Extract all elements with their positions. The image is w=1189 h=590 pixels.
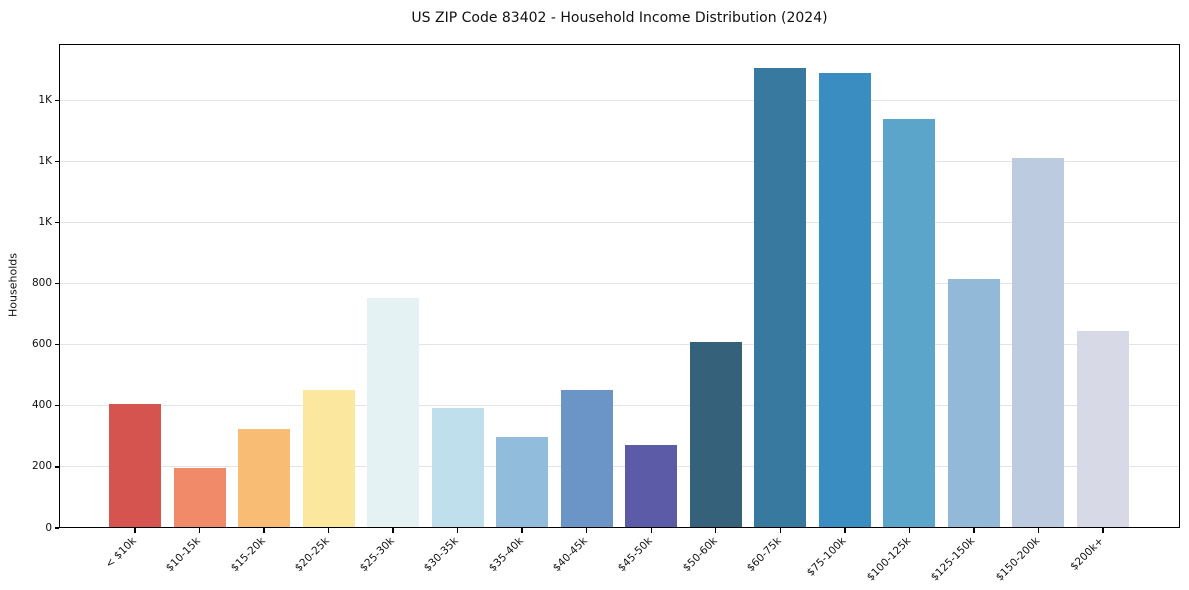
x-tick-mark	[1102, 528, 1104, 533]
y-tick-label: 1K	[38, 93, 52, 106]
gridline	[59, 466, 1180, 468]
x-tick-label: $30-35k	[422, 535, 462, 575]
x-tick-label: $125-150k	[928, 535, 978, 584]
bar-3	[238, 429, 291, 528]
x-tick-mark	[392, 528, 394, 533]
y-tick-mark	[54, 221, 59, 224]
x-tick-mark	[973, 528, 975, 533]
x-tick-mark	[779, 528, 781, 533]
y-tick-mark	[54, 466, 59, 468]
plot-area	[59, 44, 1180, 528]
x-tick-label: $100-125k	[864, 535, 913, 584]
bar-12	[818, 73, 871, 528]
x-tick-label: $45-50k	[615, 535, 655, 575]
bar-16	[1076, 330, 1129, 528]
gridline	[59, 405, 1180, 407]
bar-14	[947, 279, 1000, 528]
y-tick-mark	[54, 344, 59, 346]
y-tick-label: 400	[31, 399, 52, 412]
y-tick-mark	[54, 282, 59, 285]
x-tick-mark	[908, 528, 911, 533]
x-tick-mark	[134, 528, 136, 533]
bar-1	[109, 404, 161, 528]
x-tick-mark	[521, 528, 523, 533]
y-tick-mark	[54, 527, 59, 529]
bar-11	[754, 67, 807, 528]
y-tick-mark	[54, 99, 59, 102]
bar-8	[560, 389, 613, 528]
x-tick-label: < $10k	[102, 535, 139, 571]
y-tick-mark	[54, 405, 59, 407]
x-tick-mark	[844, 528, 846, 533]
x-tick-label: $35-40k	[486, 535, 526, 575]
gridline	[59, 222, 1180, 224]
x-tick-label: $50-60k	[680, 535, 720, 575]
x-tick-mark	[198, 528, 201, 533]
gridline	[59, 283, 1180, 285]
x-tick-label: $200k+	[1068, 535, 1107, 573]
bar-13	[883, 118, 936, 528]
chart-title: US ZIP Code 83402 - Household Income Dis…	[411, 10, 828, 26]
y-tick-mark	[54, 160, 59, 163]
bar-10	[689, 342, 742, 528]
x-tick-label: $60-75k	[744, 535, 784, 575]
bar-7	[496, 437, 549, 528]
x-tick-label: $20-25k	[292, 535, 333, 575]
bar-4	[302, 390, 355, 528]
x-tick-mark	[715, 528, 717, 533]
y-tick-label: 1K	[38, 155, 52, 168]
bar-5	[367, 297, 420, 528]
bar-2	[173, 467, 226, 528]
x-tick-mark	[456, 528, 459, 533]
gridline	[59, 161, 1180, 163]
y-tick-label: 1K	[38, 216, 52, 229]
y-tick-label: 600	[31, 338, 52, 351]
x-tick-label: $15-20k	[228, 535, 268, 575]
x-tick-mark	[327, 528, 330, 533]
y-tick-label: 200	[31, 460, 52, 473]
x-tick-label: $150-200k	[993, 535, 1042, 584]
x-tick-label: $25-30k	[357, 535, 397, 575]
bar-15	[1012, 158, 1065, 528]
bar-6	[431, 408, 484, 528]
x-tick-mark	[263, 528, 265, 533]
x-tick-mark	[586, 528, 588, 533]
gridline	[59, 100, 1180, 101]
x-tick-mark	[1037, 528, 1040, 533]
x-tick-mark	[650, 528, 652, 533]
gridline	[59, 344, 1180, 346]
bar-9	[625, 444, 678, 528]
x-tick-label: $10-15k	[163, 535, 204, 575]
y-tick-label: 800	[31, 277, 52, 290]
x-tick-label: $40-45k	[551, 535, 591, 575]
y-tick-label: 0	[45, 521, 52, 534]
x-tick-label: $75-100k	[804, 535, 849, 579]
